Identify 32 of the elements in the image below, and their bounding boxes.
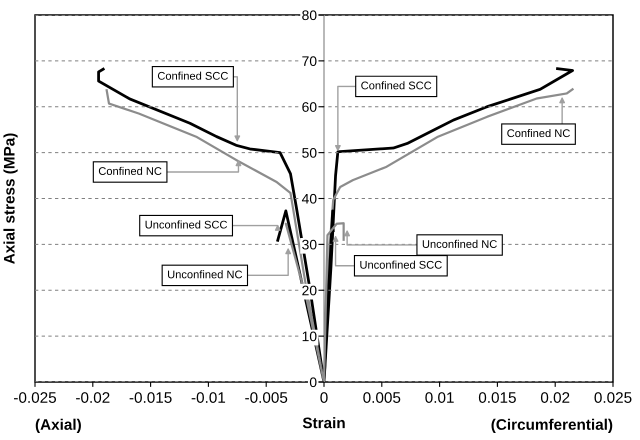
annotation: Unconfined NC xyxy=(422,240,497,248)
text: (Circumferential) xyxy=(492,418,612,433)
x-tick-label: -0.015 xyxy=(130,392,172,403)
y-tick-label: 80 xyxy=(302,10,317,20)
x-tick-label: 0.025 xyxy=(594,392,632,403)
text: (Axial) xyxy=(36,418,81,433)
y-tick-label: 50 xyxy=(302,148,317,158)
x-tick-label: -0.025 xyxy=(14,392,56,403)
y-tick-label: 40 xyxy=(302,194,317,204)
x-tick-label: 0.015 xyxy=(478,392,516,403)
x-tick-label: -0.005 xyxy=(245,392,288,403)
annotation: Confined NC xyxy=(98,166,162,175)
annotation: Confined SCC xyxy=(361,81,432,90)
x-tick-label: -0.02 xyxy=(76,392,110,403)
x-tick-label: 0.005 xyxy=(363,392,400,403)
annotation: Confined SCC xyxy=(158,72,228,80)
x-tick-label: 0 xyxy=(320,392,328,403)
y-tick-label: 20 xyxy=(302,286,317,296)
y-tick-label: 0 xyxy=(310,377,317,388)
annotation: Confined NC xyxy=(507,128,570,138)
annotation: Unconfined SCC xyxy=(360,260,442,269)
y-tick-label: 70 xyxy=(302,56,317,66)
x-tick-label: 0.02 xyxy=(540,392,570,403)
x-tick-label: 0.01 xyxy=(425,392,454,403)
x-axis-title: Strain xyxy=(302,417,345,428)
annotation: Unconfined NC xyxy=(168,270,242,278)
y-tick-label: 30 xyxy=(302,240,317,250)
y-axis-title: Axial stress (MPa) xyxy=(3,133,18,264)
y-tick-label: 60 xyxy=(302,102,317,112)
x-tick-label: -0.01 xyxy=(192,392,226,403)
annotation: Unconfined SCC xyxy=(146,220,228,229)
y-tick-label: 10 xyxy=(302,331,317,342)
